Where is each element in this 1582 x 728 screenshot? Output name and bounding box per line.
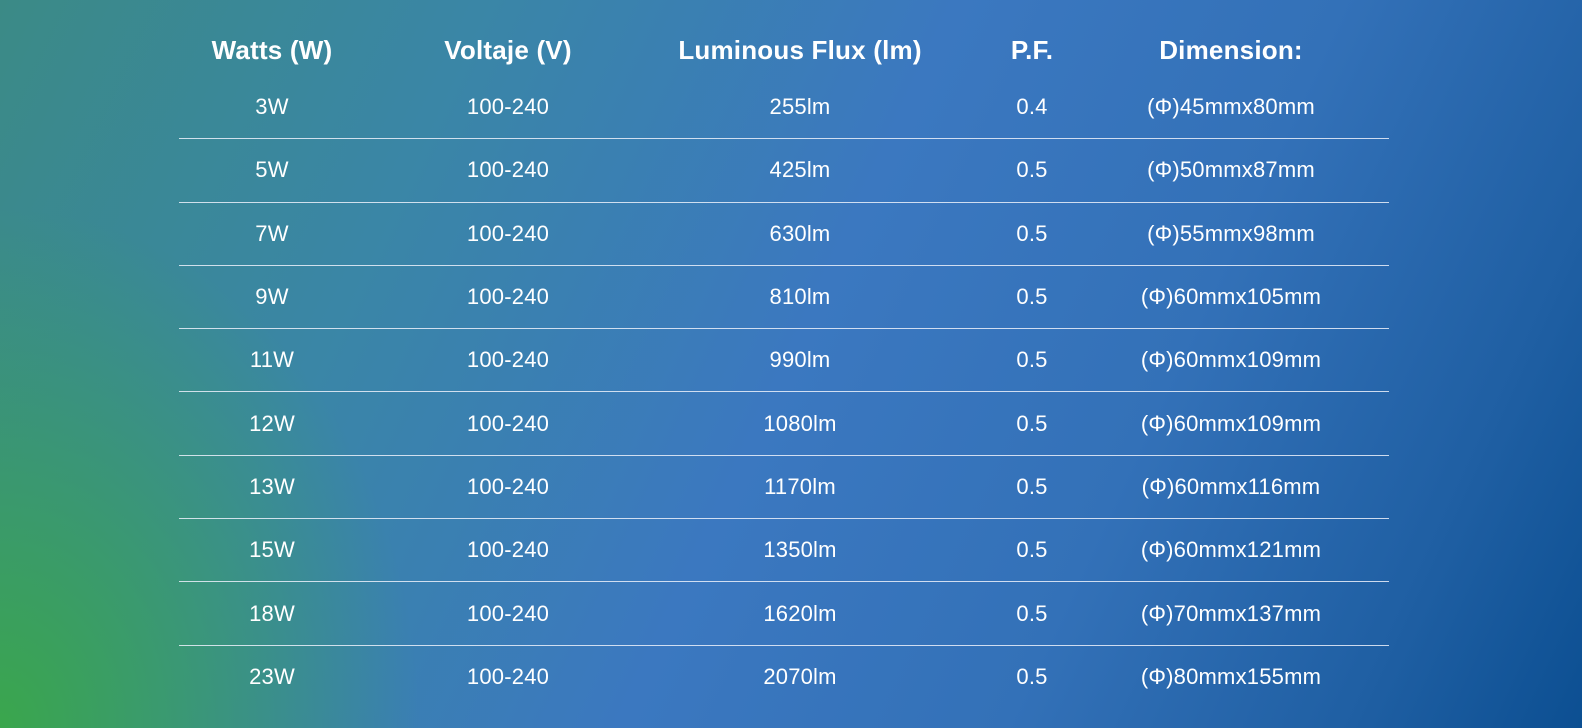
cell-dimension: (Φ)60mmx105mm xyxy=(1140,284,1322,310)
cell-watts: 12W xyxy=(249,410,295,436)
cell-watts: 5W xyxy=(255,157,289,183)
cell-dimension: (Φ)45mmx80mm xyxy=(1147,94,1315,120)
table-row: 13W 100-240 1170lm 0.5 (Φ)60mmx116mm xyxy=(179,456,1389,520)
cell-power-factor: 0.5 xyxy=(1016,410,1048,436)
table-row: 9W 100-240 810lm 0.5 (Φ)60mmx105mm xyxy=(179,266,1389,330)
cell-power-factor: 0.5 xyxy=(1016,157,1048,183)
header-power-factor: P.F. xyxy=(1010,34,1054,65)
cell-power-factor: 0.5 xyxy=(1016,347,1048,373)
cell-luminous-flux: 990lm xyxy=(769,347,831,373)
cell-voltage: 100-240 xyxy=(466,537,550,563)
cell-dimension: (Φ)60mmx116mm xyxy=(1141,473,1321,499)
cell-watts: 11W xyxy=(249,347,295,373)
header-voltage: Voltaje (V) xyxy=(444,34,572,65)
cell-luminous-flux: 810lm xyxy=(769,284,831,310)
cell-dimension: (Φ)60mmx121mm xyxy=(1140,537,1322,563)
cell-luminous-flux: 1080lm xyxy=(763,410,837,436)
header-watts: Watts (W) xyxy=(211,34,333,65)
table-row: 3W 100-240 255lm 0.4 (Φ)45mmx80mm xyxy=(179,76,1389,140)
cell-voltage: 100-240 xyxy=(466,347,550,373)
cell-luminous-flux: 2070lm xyxy=(763,664,837,690)
cell-power-factor: 0.5 xyxy=(1016,664,1048,690)
cell-power-factor: 0.5 xyxy=(1016,220,1048,246)
table-row: 23W 100-240 2070lm 0.5 (Φ)80mmx155mm xyxy=(179,646,1389,709)
cell-watts: 23W xyxy=(249,664,295,690)
cell-voltage: 100-240 xyxy=(466,94,550,120)
header-dimension: Dimension: xyxy=(1159,34,1303,65)
cell-luminous-flux: 255lm xyxy=(769,94,831,120)
cell-luminous-flux: 425lm xyxy=(769,157,831,183)
cell-dimension: (Φ)60mmx109mm xyxy=(1140,410,1322,436)
cell-watts: 18W xyxy=(249,600,295,626)
cell-watts: 9W xyxy=(255,284,289,310)
table-body: 3W 100-240 255lm 0.4 (Φ)45mmx80mm 5W 100-240 42… xyxy=(179,76,1389,709)
cell-dimension: (Φ)50mmx87mm xyxy=(1147,157,1315,183)
cell-voltage: 100-240 xyxy=(466,473,550,499)
cell-power-factor: 0.5 xyxy=(1016,473,1048,499)
cell-luminous-flux: 630lm xyxy=(769,220,831,246)
cell-watts: 7W xyxy=(255,220,289,246)
cell-voltage: 100-240 xyxy=(466,410,550,436)
table-row: 12W 100-240 1080lm 0.5 (Φ)60mmx109mm xyxy=(179,392,1389,456)
cell-luminous-flux: 1170lm xyxy=(764,473,836,499)
cell-power-factor: 0.5 xyxy=(1016,284,1048,310)
header-luminous-flux: Luminous Flux (lm) xyxy=(678,34,922,65)
table-header: Watts (W) Voltaje (V) Luminous Flux (lm)… xyxy=(179,28,1389,72)
table-row: 18W 100-240 1620lm 0.5 (Φ)70mmx137mm xyxy=(179,582,1389,646)
table-row: 7W 100-240 630lm 0.5 (Φ)55mmx98mm xyxy=(179,203,1389,266)
cell-voltage: 100-240 xyxy=(466,220,550,246)
table-row: 5W 100-240 425lm 0.5 (Φ)50mmx87mm xyxy=(179,139,1389,203)
cell-watts: 13W xyxy=(249,473,295,499)
cell-dimension: (Φ)60mmx109mm xyxy=(1140,347,1322,373)
cell-dimension: (Φ)70mmx137mm xyxy=(1140,600,1322,626)
table-row: 11W 100-240 990lm 0.5 (Φ)60mmx109mm xyxy=(179,329,1389,393)
cell-watts: 3W xyxy=(255,94,289,120)
cell-power-factor: 0.4 xyxy=(1016,94,1048,120)
cell-voltage: 100-240 xyxy=(466,600,550,626)
cell-voltage: 100-240 xyxy=(466,157,550,183)
cell-dimension: (Φ)55mmx98mm xyxy=(1147,220,1315,246)
cell-voltage: 100-240 xyxy=(466,664,550,690)
cell-luminous-flux: 1620lm xyxy=(763,600,837,626)
cell-luminous-flux: 1350lm xyxy=(763,537,837,563)
cell-watts: 15W xyxy=(249,537,295,563)
cell-power-factor: 0.5 xyxy=(1016,600,1048,626)
cell-voltage: 100-240 xyxy=(466,284,550,310)
cell-power-factor: 0.5 xyxy=(1016,537,1048,563)
cell-dimension: (Φ)80mmx155mm xyxy=(1140,664,1322,690)
table-row: 15W 100-240 1350lm 0.5 (Φ)60mmx121mm xyxy=(179,519,1389,583)
